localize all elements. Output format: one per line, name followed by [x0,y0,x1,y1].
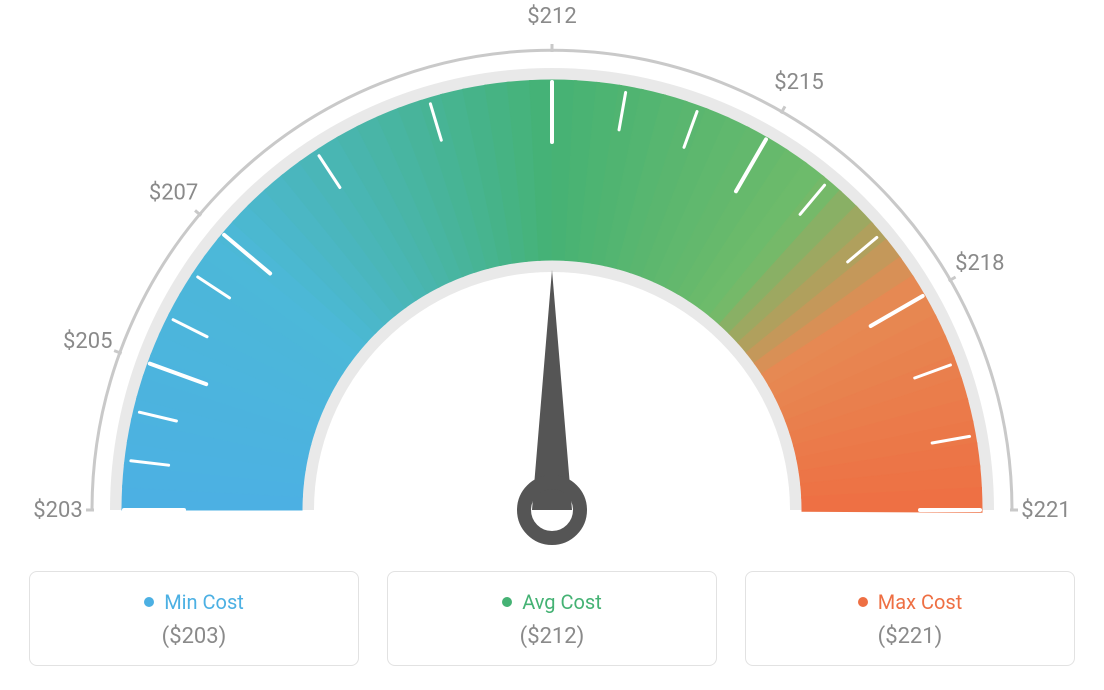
gauge-svg: $203 $205 $207 $212 $215 $218 $221 [0,0,1104,560]
gauge-tick-label: $205 [63,329,112,354]
gauge-tick-label: $207 [149,180,198,205]
gauge-chart: $203 $205 $207 $212 $215 $218 $221 [0,0,1104,560]
max-cost-card: Max Cost ($221) [745,571,1075,666]
gauge-needle [532,270,572,510]
gauge-tick-label: $212 [527,4,576,29]
max-cost-label: Max Cost [878,590,963,614]
avg-cost-title: Avg Cost [502,590,602,614]
max-dot-icon [858,597,868,607]
min-cost-card: Min Cost ($203) [29,571,359,666]
min-cost-value: ($203) [40,624,348,649]
min-cost-label: Min Cost [164,590,244,614]
avg-cost-value: ($212) [398,624,706,649]
gauge-tick-label: $218 [955,251,1004,276]
avg-cost-card: Avg Cost ($212) [387,571,717,666]
max-cost-value: ($221) [756,624,1064,649]
min-dot-icon [144,597,154,607]
max-cost-title: Max Cost [858,590,963,614]
avg-cost-label: Avg Cost [522,590,602,614]
avg-dot-icon [502,597,512,607]
gauge-tick-label: $203 [33,498,82,523]
gauge-tick-label: $221 [1021,498,1070,523]
min-cost-title: Min Cost [144,590,244,614]
gauge-tick-label: $215 [774,70,823,95]
legend-row: Min Cost ($203) Avg Cost ($212) Max Cost… [0,571,1104,666]
